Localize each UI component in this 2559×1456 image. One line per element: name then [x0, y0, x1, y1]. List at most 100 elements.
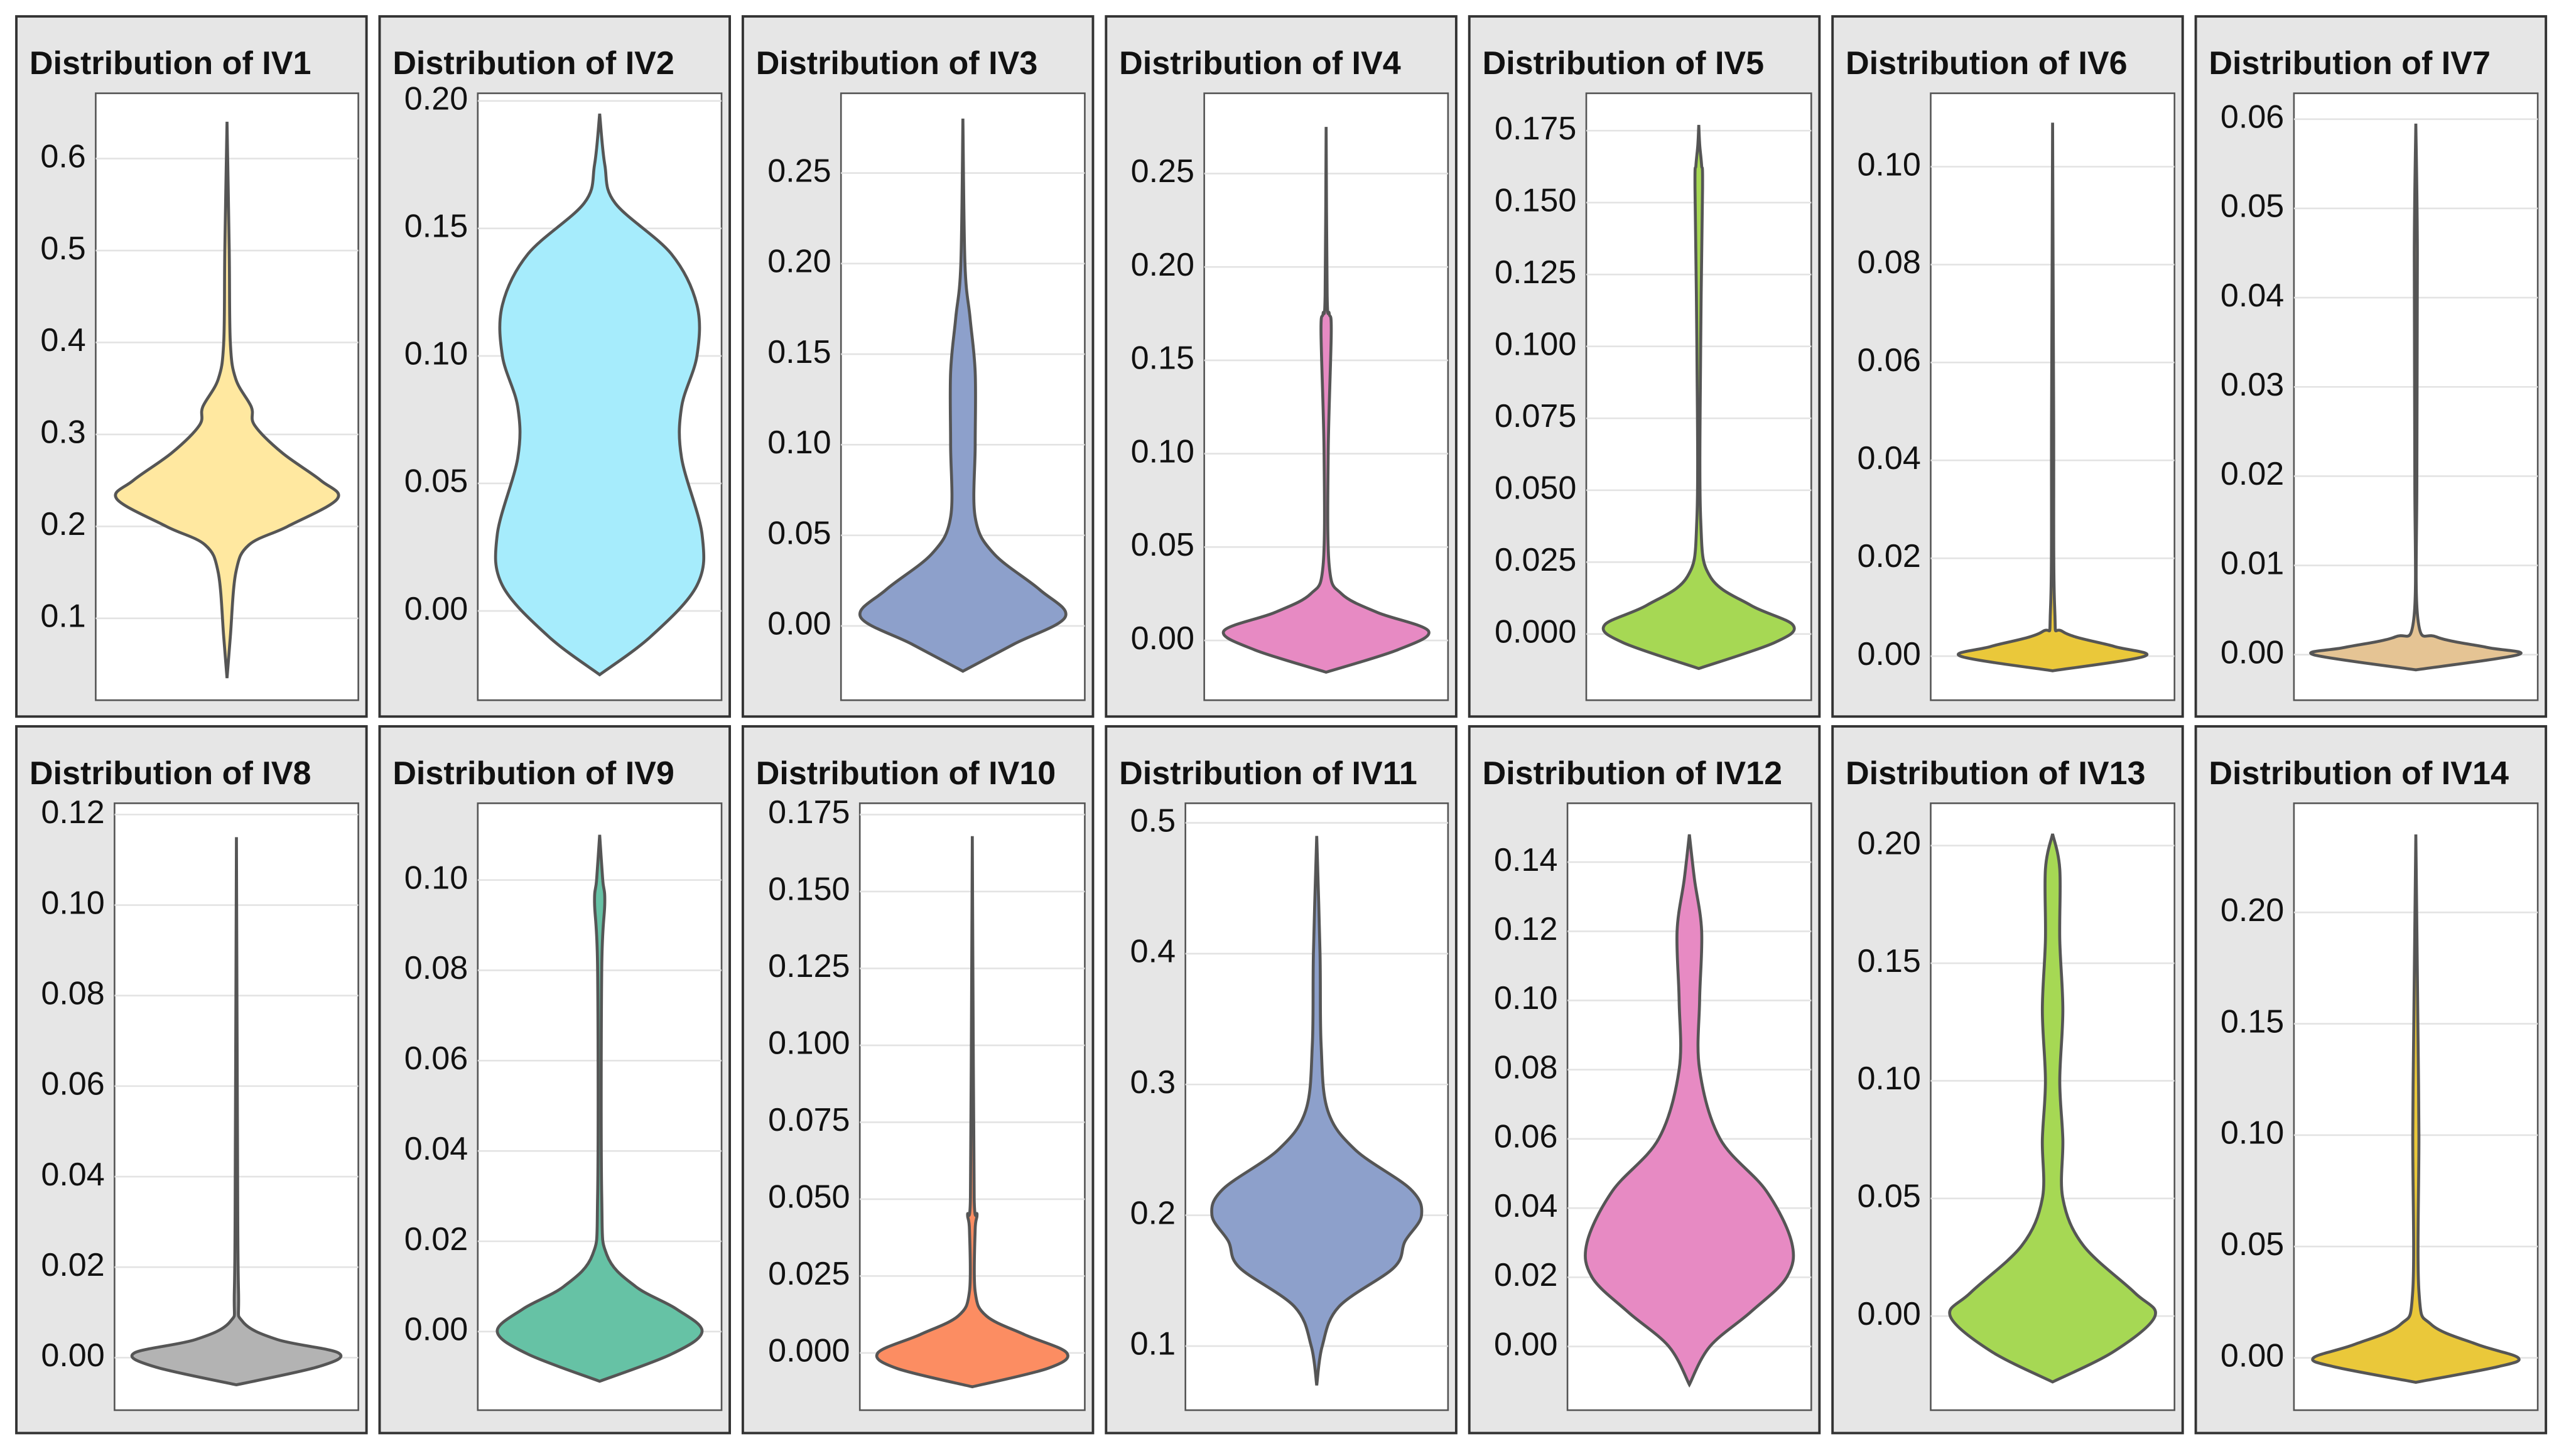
panel-title: Distribution of IV14	[2209, 755, 2509, 792]
y-tick-label: 0.08	[1857, 244, 1920, 281]
y-tick-label: 0.20	[1857, 826, 1920, 862]
y-tick-label: 0.01	[2221, 545, 2284, 581]
violin	[1221, 127, 1431, 674]
y-tick-label: 0.00	[1494, 1326, 1557, 1362]
y-tick-label: 0.10	[1494, 980, 1557, 1017]
y-tick-label: 0.06	[41, 1066, 104, 1103]
y-tick-label: 0.14	[1494, 842, 1557, 878]
y-tick-label: 0.050	[1495, 470, 1576, 507]
violin	[1948, 833, 2157, 1384]
y-tick-label: 0.4	[40, 322, 85, 359]
y-tick-label: 0.00	[767, 606, 831, 642]
y-tick-label: 0.1	[40, 598, 85, 635]
y-tick-label: 0.20	[2221, 892, 2284, 929]
violin	[1601, 124, 1796, 671]
violin	[858, 118, 1068, 673]
y-tick-label: 0.05	[2221, 1226, 2284, 1263]
panel-title: Distribution of IV6	[1846, 45, 2128, 82]
y-tick-label: 0.100	[768, 1025, 850, 1062]
y-tick-label: 0.2	[1130, 1195, 1176, 1231]
y-tick-label: 0.1	[1130, 1326, 1176, 1362]
y-tick-label: 0.20	[404, 81, 468, 117]
y-tick-label: 0.050	[768, 1179, 850, 1216]
y-tick-label: 0.00	[404, 1312, 468, 1348]
panel-title: Distribution of IV4	[1119, 45, 1401, 82]
y-tick-label: 0.02	[41, 1247, 104, 1283]
panel-title: Distribution of IV1	[30, 45, 311, 82]
panel-title: Distribution of IV12	[1483, 755, 1783, 792]
y-tick-label: 0.100	[1495, 326, 1576, 362]
y-tick-label: 0.025	[768, 1256, 850, 1292]
y-tick-label: 0.10	[1857, 146, 1920, 183]
y-tick-label: 0.3	[1130, 1064, 1176, 1101]
y-tick-label: 0.06	[2221, 99, 2284, 136]
violin	[495, 834, 704, 1383]
y-tick-label: 0.150	[1495, 182, 1576, 218]
panel-title: Distribution of IV10	[756, 755, 1056, 792]
violin	[1584, 834, 1795, 1388]
y-tick-label: 0.12	[41, 794, 104, 831]
y-tick-label: 0.4	[1130, 934, 1176, 970]
y-tick-label: 0.20	[1131, 247, 1194, 283]
y-tick-label: 0.25	[1131, 153, 1194, 190]
violin	[2309, 123, 2523, 672]
y-tick-label: 0.05	[767, 515, 831, 551]
y-tick-label: 0.075	[768, 1102, 850, 1138]
y-tick-label: 0.04	[41, 1157, 104, 1193]
violin	[1210, 836, 1424, 1386]
y-tick-label: 0.000	[768, 1333, 850, 1369]
y-tick-label: 0.125	[768, 948, 850, 984]
y-tick-label: 0.02	[1494, 1257, 1557, 1293]
panel-title: Distribution of IV8	[30, 755, 311, 792]
violin	[2311, 834, 2521, 1384]
y-tick-label: 0.10	[1857, 1060, 1920, 1097]
y-tick-label: 0.00	[404, 591, 468, 627]
y-tick-label: 0.10	[41, 885, 104, 921]
panel-title: Distribution of IV2	[392, 45, 674, 82]
y-tick-label: 0.000	[1495, 614, 1576, 650]
y-tick-label: 0.08	[1494, 1049, 1557, 1086]
y-tick-label: 0.04	[404, 1131, 468, 1167]
y-tick-label: 0.15	[404, 208, 468, 245]
y-tick-label: 0.08	[41, 975, 104, 1011]
y-tick-label: 0.175	[1495, 111, 1576, 147]
panel-title: Distribution of IV11	[1119, 755, 1417, 792]
y-tick-label: 0.04	[2221, 278, 2284, 314]
y-tick-label: 0.25	[767, 153, 831, 189]
y-tick-label: 0.06	[1494, 1119, 1557, 1155]
y-tick-label: 0.10	[1131, 433, 1194, 470]
y-tick-label: 0.12	[1494, 911, 1557, 947]
y-tick-label: 0.03	[2221, 367, 2284, 403]
y-tick-label: 0.10	[404, 860, 468, 896]
y-tick-label: 0.15	[767, 334, 831, 370]
y-tick-label: 0.15	[1131, 340, 1194, 377]
y-tick-label: 0.04	[1857, 440, 1920, 477]
y-tick-label: 0.025	[1495, 542, 1576, 578]
y-tick-label: 0.00	[41, 1337, 104, 1374]
y-tick-label: 0.02	[2221, 456, 2284, 492]
y-tick-label: 0.05	[2221, 188, 2284, 225]
y-tick-label: 0.00	[1857, 636, 1920, 672]
y-tick-label: 0.10	[404, 336, 468, 372]
y-tick-label: 0.15	[1857, 943, 1920, 979]
y-tick-label: 0.075	[1495, 398, 1576, 434]
y-tick-label: 0.08	[404, 950, 468, 986]
y-tick-label: 0.10	[767, 424, 831, 461]
y-tick-label: 0.05	[1857, 1178, 1920, 1215]
y-tick-label: 0.6	[40, 138, 85, 175]
y-tick-label: 0.5	[1130, 802, 1176, 839]
y-tick-label: 0.175	[768, 794, 850, 831]
panel-title: Distribution of IV3	[756, 45, 1038, 82]
y-tick-label: 0.00	[1131, 620, 1194, 657]
y-tick-label: 0.10	[2221, 1115, 2284, 1151]
violin	[114, 121, 340, 679]
y-tick-label: 0.3	[40, 414, 85, 451]
y-tick-label: 0.06	[404, 1040, 468, 1077]
y-tick-label: 0.00	[1857, 1296, 1920, 1332]
y-tick-label: 0.2	[40, 506, 85, 542]
y-tick-label: 0.06	[1857, 342, 1920, 379]
panel-title: Distribution of IV5	[1483, 45, 1765, 82]
y-tick-label: 0.15	[2221, 1003, 2284, 1040]
y-tick-label: 0.00	[2221, 634, 2284, 671]
